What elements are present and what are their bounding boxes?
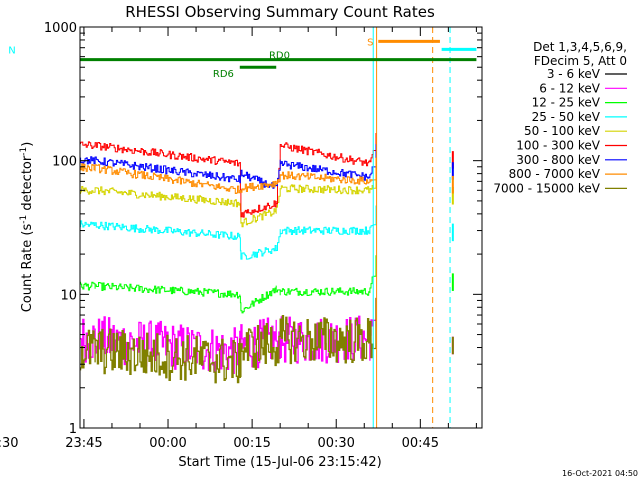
series-line [80, 144, 377, 189]
legend-entry-label: 300 - 800 keV [516, 153, 600, 167]
y-axis-label: Count Rate (s-1 detector-1) [19, 142, 35, 313]
plot-frame [79, 26, 483, 429]
x-tick-label: 23:45 [65, 436, 102, 451]
series-line [80, 168, 377, 228]
decimation-bar-label: RD6 [213, 69, 234, 80]
legend-entry-label: 50 - 100 keV [524, 124, 601, 138]
chart-title: RHESSI Observing Summary Count Rates [125, 3, 435, 21]
series-line [80, 133, 377, 218]
legend-entry-label: 12 - 25 keV [532, 96, 601, 110]
decimation-bar-label: RD0 [269, 51, 290, 62]
x-tick-label: 00:00 [149, 436, 186, 451]
y-tick-label: 1000 [44, 21, 77, 36]
series-line [80, 297, 377, 375]
x-tick-label: 23:30 [0, 436, 19, 451]
x-tick-label: 00:45 [402, 436, 439, 451]
timestamp: 16-Oct-2021 04:50 [562, 469, 638, 478]
legend-header-line-1: Det 1,3,4,5,6,9, [533, 40, 627, 54]
plot-area: RD0 RD6 N S 1 10 100 1000 23:30 23:45 00:00 00:15 00… [0, 21, 483, 451]
series-line [80, 255, 377, 314]
x-tick-label: 00:30 [317, 436, 354, 451]
legend-header-line-2: FDecim 5, Att 0 [534, 54, 627, 68]
series-line [80, 205, 377, 260]
series-group [80, 133, 454, 384]
attenuator-bar-label: S [367, 37, 373, 48]
x-tick-label: 00:15 [233, 436, 270, 451]
legend-entry-label: 6 - 12 keV [539, 81, 601, 95]
series-line [80, 157, 377, 194]
y-tick-label: 100 [52, 155, 77, 170]
legend-entry-label: 100 - 300 keV [516, 139, 600, 153]
legend-entry-label: 800 - 7000 keV [509, 167, 601, 181]
legend-entry-label: 25 - 50 keV [532, 110, 601, 124]
legend-entry-label: 7000 - 15000 keV [493, 181, 600, 195]
y-tick-label: 1 [69, 422, 77, 437]
series-line [80, 297, 377, 384]
x-axis-label: Start Time (15-Jul-06 23:15:42) [178, 455, 381, 470]
attenuator-bar-label: N [8, 45, 15, 56]
legend-entry-label: 3 - 6 keV [547, 67, 601, 81]
y-tick-label: 10 [60, 288, 77, 303]
